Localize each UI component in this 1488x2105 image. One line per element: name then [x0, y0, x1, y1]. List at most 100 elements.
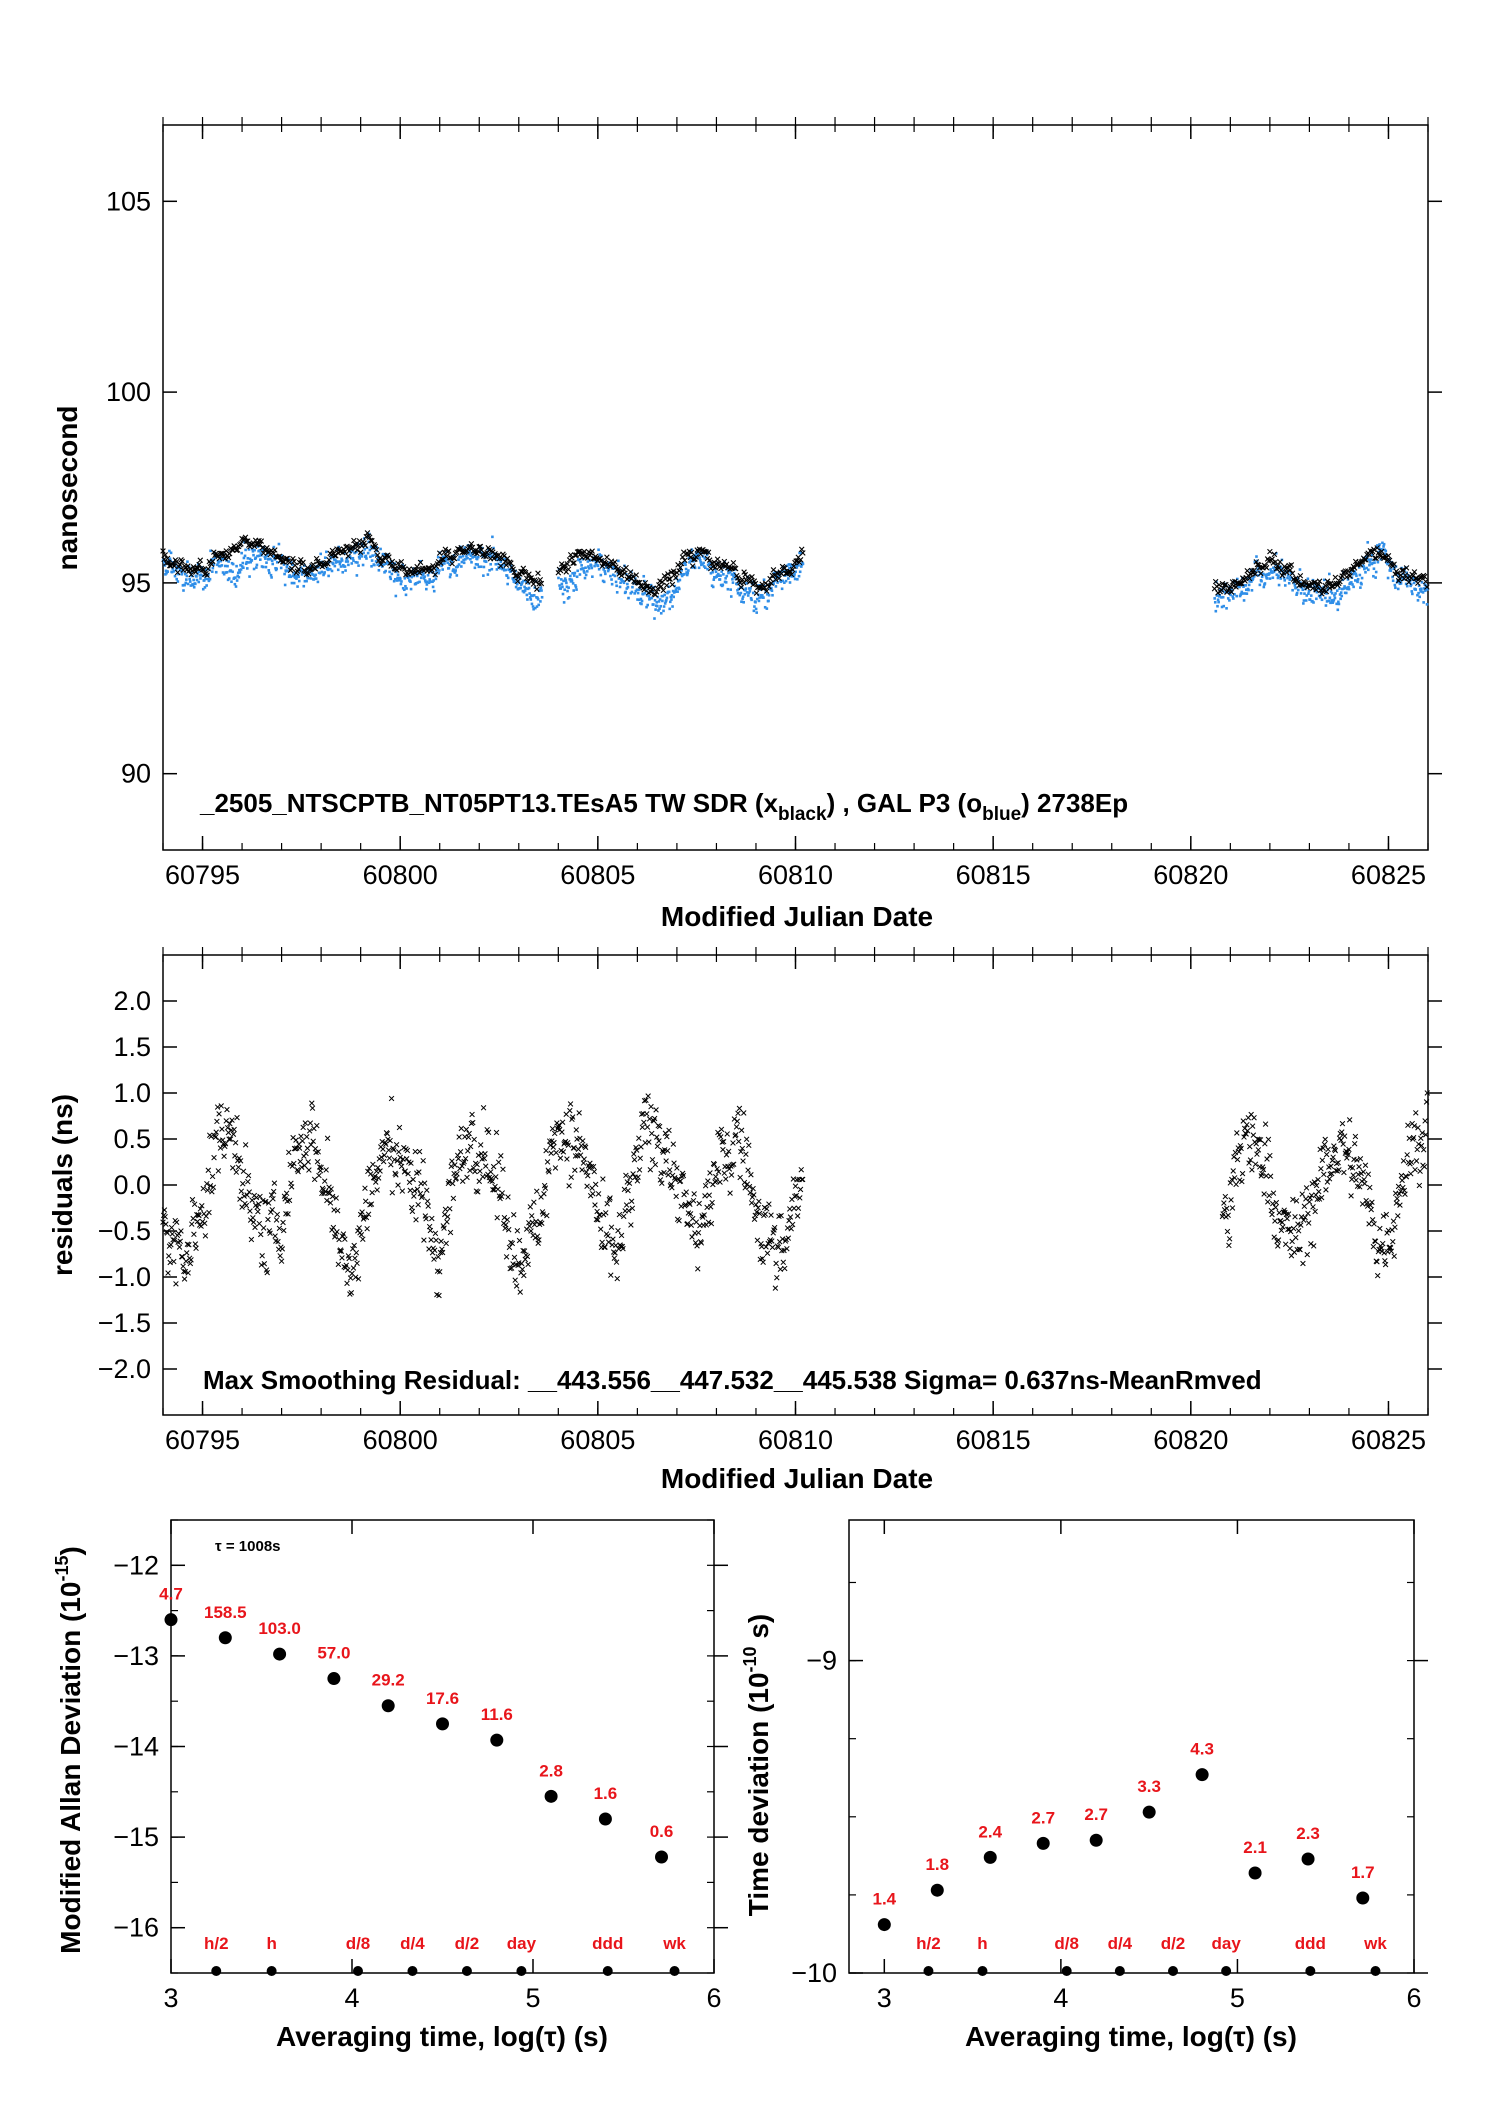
- tw-marker: [242, 1142, 249, 1148]
- tw-marker: [502, 1225, 508, 1232]
- tw-marker: [1263, 1173, 1270, 1179]
- tw-marker: [424, 1198, 431, 1204]
- gal-marker: [469, 554, 473, 557]
- gal-marker: [421, 569, 424, 573]
- tw-marker: [723, 1152, 730, 1158]
- tw-marker: [283, 1210, 289, 1217]
- tw-marker: [766, 1201, 772, 1207]
- gal-marker: [710, 565, 713, 569]
- tw-marker: [395, 560, 401, 566]
- tw-marker: [704, 1204, 710, 1211]
- gal-marker: [797, 574, 801, 578]
- gal-marker: [1371, 561, 1375, 565]
- tw-marker: [567, 1107, 573, 1114]
- tw-marker: [364, 530, 371, 536]
- gal-marker: [752, 591, 755, 595]
- gal-marker: [1226, 597, 1230, 600]
- gal-marker: [1315, 597, 1318, 601]
- tw-marker: [1250, 1132, 1257, 1138]
- gal-marker: [177, 566, 181, 570]
- tw-marker: [410, 1176, 416, 1183]
- tw-marker: [521, 1272, 527, 1279]
- gal-marker: [738, 593, 742, 597]
- gal-marker: [640, 599, 644, 603]
- tw-marker: [491, 555, 497, 562]
- gal-marker: [748, 589, 752, 593]
- gal-marker: [388, 575, 392, 579]
- tw-marker: [602, 1244, 608, 1250]
- gal-marker: [180, 572, 184, 576]
- gal-marker: [1283, 579, 1287, 582]
- tw-marker: [310, 1138, 316, 1145]
- tw-marker: [687, 1211, 694, 1217]
- tw-marker: [232, 1140, 239, 1146]
- tw-marker: [608, 1224, 615, 1230]
- tw-marker: [705, 1219, 712, 1226]
- tw-marker: [630, 573, 636, 580]
- gal-marker: [1359, 586, 1362, 589]
- tw-marker: [397, 1154, 403, 1161]
- tw-marker: [696, 1200, 702, 1207]
- time-series-ticks: 60795 60800 60805 60810 60815 60820 6082590951…: [106, 117, 1442, 890]
- gal-marker: [726, 587, 730, 591]
- tw-marker: [476, 1178, 483, 1185]
- tw-marker: [389, 1189, 396, 1196]
- gal-marker: [659, 604, 662, 608]
- gal-marker: [692, 555, 696, 558]
- gal-marker: [617, 577, 621, 580]
- tw-marker: [240, 1180, 246, 1187]
- gal-marker: [347, 563, 350, 567]
- gal-marker: [771, 581, 775, 584]
- tw-marker: [626, 1180, 633, 1187]
- tw-marker: [755, 1205, 761, 1211]
- tw-marker: [764, 1250, 771, 1256]
- tw-marker: [401, 566, 408, 572]
- gal-marker: [1286, 574, 1290, 577]
- gal-marker: [206, 577, 210, 581]
- gal-marker: [395, 570, 398, 574]
- gal-marker: [406, 576, 410, 580]
- gal-marker: [323, 556, 327, 560]
- tw-marker: [620, 1245, 626, 1252]
- gal-marker: [306, 576, 310, 580]
- tw-marker: [285, 1211, 291, 1217]
- gal-marker: [188, 577, 192, 581]
- tw-marker: [315, 1149, 322, 1155]
- gal-marker: [373, 563, 376, 567]
- tw-marker: [385, 1136, 391, 1143]
- tw-marker: [751, 1192, 757, 1198]
- gal-marker: [286, 569, 290, 572]
- tw-marker: [688, 549, 695, 556]
- tw-marker: [388, 1095, 395, 1102]
- gal-marker: [744, 587, 748, 590]
- gal-marker: [237, 575, 241, 579]
- gal-marker: [175, 577, 179, 581]
- tw-marker: [721, 558, 728, 565]
- gal-marker: [744, 589, 747, 592]
- tw-marker: [739, 1145, 746, 1152]
- tw-marker: [173, 559, 180, 565]
- tw-marker: [1293, 575, 1299, 582]
- gal-marker: [451, 569, 455, 573]
- gal-marker: [344, 569, 347, 572]
- gal-marker: [755, 611, 758, 614]
- gal-marker: [412, 574, 416, 578]
- tw-marker: [425, 565, 432, 571]
- tw-marker: [253, 1194, 260, 1201]
- tw-marker: [610, 1236, 616, 1242]
- tw-marker: [1312, 579, 1318, 586]
- gal-marker: [698, 556, 701, 559]
- tw-marker: [636, 579, 643, 586]
- tw-marker: [264, 544, 270, 551]
- tw-marker: [595, 1191, 602, 1197]
- tw-marker: [477, 1142, 484, 1148]
- tw-marker: [605, 1239, 612, 1245]
- gal-marker: [444, 556, 448, 560]
- gal-marker: [795, 566, 799, 569]
- tw-marker: [613, 1242, 619, 1249]
- tw-marker: [1223, 1205, 1230, 1212]
- gal-marker: [399, 577, 402, 581]
- gal-marker: [486, 573, 490, 576]
- tw-marker: [194, 1218, 201, 1225]
- tw-marker: [221, 1153, 227, 1160]
